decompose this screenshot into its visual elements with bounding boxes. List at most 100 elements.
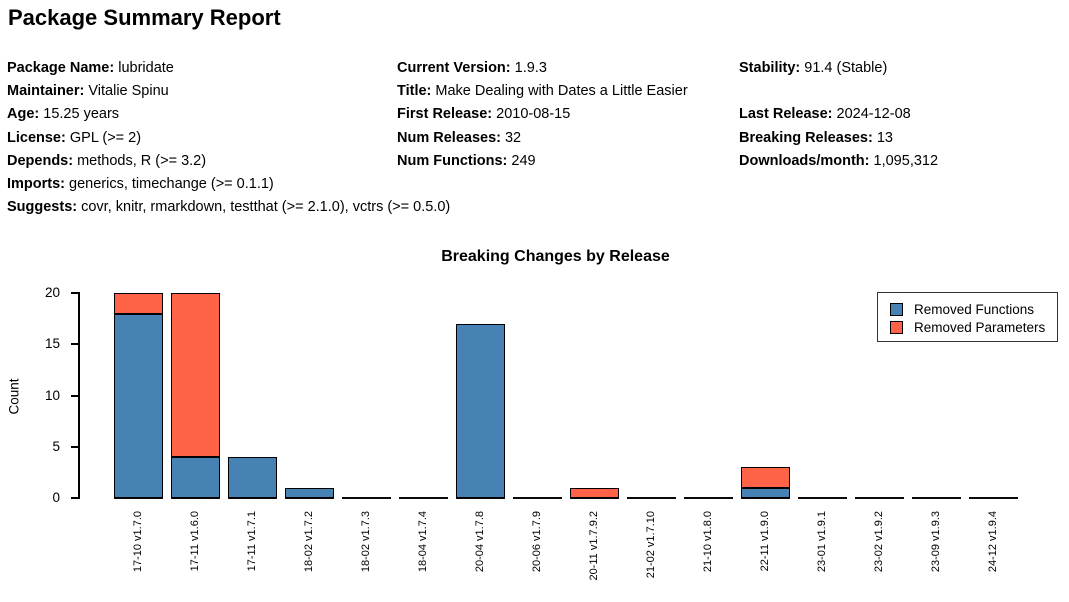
x-tick-label: 18-04 v1.7.4 [417, 511, 429, 573]
meta-row: Num Functions: 249 [397, 150, 688, 173]
bar-segment-removed-functions [171, 457, 220, 498]
meta-label: Package Name: [7, 60, 115, 76]
meta-label: Downloads/month: [739, 152, 870, 169]
y-tick-mark [71, 343, 78, 346]
meta-row: Depends: methods, R (>= 3.2) [7, 150, 450, 173]
bar-segment-removed-functions [285, 487, 334, 498]
meta-value: lubridate [114, 60, 174, 76]
bar-segment-removed-parameters [171, 293, 220, 457]
meta-value: 2010-08-15 [492, 106, 571, 123]
meta-value: generics, timechange (>= 0.1.1) [65, 175, 274, 192]
meta-row: Imports: generics, timechange (>= 0.1.1) [7, 173, 450, 196]
x-tick-label: 23-09 v1.9.3 [930, 511, 942, 573]
y-tick-label: 10 [44, 387, 60, 403]
meta-row: Package Name: lubridate [7, 57, 450, 80]
bar-baseline [912, 497, 961, 499]
meta-row: First Release: 2010-08-15 [397, 103, 688, 126]
x-tick-label: 20-04 v1.7.8 [474, 511, 486, 573]
page-title: Package Summary Report [8, 5, 281, 30]
legend-swatch [890, 302, 903, 316]
x-tick-label: 21-02 v1.7.10 [645, 511, 657, 579]
bar-baseline [570, 497, 619, 499]
y-tick-label: 0 [52, 490, 60, 505]
meta-value: methods, R (>= 3.2) [73, 152, 207, 169]
x-tick-label: 21-10 v1.8.0 [702, 511, 714, 573]
bar-baseline [798, 497, 847, 499]
bar-baseline [741, 497, 790, 499]
meta-label: Depends: [7, 152, 74, 169]
meta-value: 1,095,312 [869, 152, 939, 169]
x-tick-label: 20-06 v1.7.9 [531, 511, 543, 573]
legend-item: Removed Parameters [878, 319, 1057, 335]
meta-value: covr, knitr, rmarkdown, testthat (>= 2.1… [77, 199, 451, 216]
bar-segment-removed-functions [114, 313, 163, 498]
meta-row: Maintainer: Vitalie Spinu [7, 80, 450, 103]
meta-label: Imports: [7, 175, 65, 192]
meta-value: 249 [507, 152, 536, 169]
meta-row: Last Release: 2024-12-08 [739, 103, 938, 126]
meta-value: 32 [500, 129, 522, 146]
meta-label: Title: [397, 83, 432, 100]
legend-item: Removed Functions [878, 301, 1057, 317]
meta-row: Breaking Releases: 13 [739, 127, 938, 150]
x-tick-label: 23-01 v1.9.1 [816, 511, 828, 573]
legend: Removed Functions Removed Parameters [877, 292, 1058, 342]
bar-baseline [513, 497, 562, 499]
meta-value: GPL (>= 2) [65, 129, 142, 146]
y-tick-mark [71, 445, 78, 448]
bar-baseline [627, 497, 676, 499]
meta-label: Age: [7, 106, 40, 123]
legend-swatch [890, 320, 903, 334]
meta-value: Make Dealing with Dates a Little Easier [431, 83, 688, 100]
metadata-column-2: Current Version: 1.9.3 Title: Make Dealin… [397, 57, 688, 173]
meta-label: Num Releases: [397, 129, 501, 146]
meta-value: 1.9.3 [510, 60, 547, 76]
x-tick-label: 23-02 v1.9.2 [873, 511, 885, 573]
x-tick-label: 17-10 v1.7.0 [132, 511, 144, 573]
legend-label: Removed Functions [914, 301, 1035, 317]
bar-baseline [171, 497, 220, 499]
metadata-column-3: Stability: 91.4 (Stable) Last Release: 2… [739, 57, 938, 173]
y-tick-label: 15 [44, 336, 60, 352]
meta-label: Breaking Releases: [739, 129, 873, 146]
meta-label: First Release: [397, 106, 493, 123]
meta-label: Num Functions: [397, 152, 508, 169]
bar-baseline [456, 497, 505, 499]
bar-segment-removed-parameters [114, 293, 163, 314]
y-tick-label: 20 [44, 285, 60, 300]
meta-label: Current Version: [397, 60, 511, 76]
bar-segment-removed-functions [741, 487, 790, 498]
x-tick-label: 18-02 v1.7.2 [303, 511, 315, 573]
y-tick-mark [71, 497, 78, 499]
bar-baseline [399, 497, 448, 499]
y-axis-line [78, 292, 80, 499]
meta-row: Current Version: 1.9.3 [397, 57, 688, 80]
meta-row: License: GPL (>= 2) [7, 127, 450, 150]
meta-value: Vitalie Spinu [84, 83, 169, 100]
chart-title: Breaking Changes by Release [441, 248, 670, 265]
x-tick-label: 22-11 v1.9.0 [759, 511, 771, 572]
meta-row: Stability: 91.4 (Stable) [739, 57, 938, 80]
meta-row: Num Releases: 32 [397, 127, 688, 150]
bar-baseline [114, 497, 163, 499]
meta-value: 15.25 years [39, 106, 120, 123]
x-tick-label: 24-12 v1.9.4 [987, 511, 999, 573]
bar-segment-removed-functions [228, 457, 277, 498]
meta-row: Suggests: covr, knitr, rmarkdown, testth… [7, 196, 450, 219]
meta-row [739, 80, 938, 103]
y-tick-label: 5 [52, 438, 60, 454]
x-tick-label: 17-11 v1.7.1 [246, 511, 258, 572]
bar-baseline [684, 497, 733, 499]
meta-label: Last Release: [739, 106, 833, 123]
meta-value: 13 [872, 129, 893, 146]
x-tick-label: 17-11 v1.6.0 [189, 511, 201, 572]
bar-baseline [855, 497, 904, 499]
bar-baseline [342, 497, 391, 499]
meta-label: License: [7, 129, 66, 146]
y-tick-mark [71, 394, 78, 397]
y-tick-mark [71, 292, 78, 294]
metadata-column-1: Package Name: lubridate Maintainer: Vital… [7, 57, 450, 219]
x-tick-label: 20-11 v1.7.9.2 [588, 511, 600, 581]
legend-label: Removed Parameters [914, 319, 1046, 335]
bar-baseline [969, 497, 1018, 499]
